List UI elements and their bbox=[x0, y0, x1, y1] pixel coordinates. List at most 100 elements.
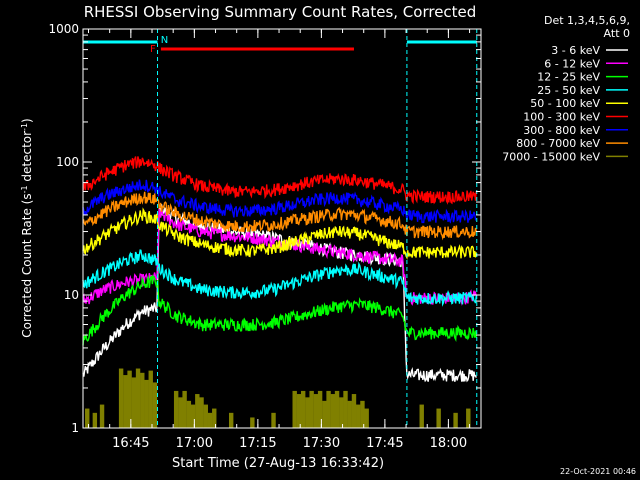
series-bar bbox=[173, 390, 179, 428]
footer-date: 22-Oct-2021 00:46 bbox=[560, 467, 636, 476]
series-bar bbox=[419, 404, 424, 428]
series-layer bbox=[82, 156, 477, 428]
series-6 bbox=[82, 179, 477, 224]
x-axis-label: Start Time (27-Aug-13 16:33:42) bbox=[172, 456, 384, 471]
series-bar bbox=[186, 400, 192, 428]
series-bar bbox=[99, 404, 105, 428]
series-bar bbox=[364, 408, 369, 428]
series-2 bbox=[82, 274, 477, 346]
series-line bbox=[82, 156, 477, 205]
series-bar bbox=[135, 368, 141, 428]
legend-label: 100 - 300 keV bbox=[523, 111, 600, 124]
series-bar bbox=[271, 412, 276, 428]
x-tick-label: 17:00 bbox=[176, 436, 213, 451]
series-line bbox=[82, 274, 477, 346]
x-tick-label: 17:30 bbox=[303, 436, 340, 451]
series-bar bbox=[182, 390, 187, 428]
x-tick-label: 16:45 bbox=[112, 436, 149, 451]
series-bar bbox=[356, 404, 361, 428]
series-bar bbox=[85, 408, 90, 428]
series-8 bbox=[85, 368, 471, 428]
legend-label: 300 - 800 keV bbox=[523, 124, 600, 137]
series-bar bbox=[148, 370, 153, 428]
series-bar bbox=[92, 412, 98, 428]
series-bar bbox=[250, 417, 255, 428]
series-7 bbox=[82, 191, 477, 241]
y-tick-label: 1000 bbox=[48, 22, 79, 36]
series-3 bbox=[82, 249, 477, 307]
series-bar bbox=[292, 390, 297, 428]
series-bar bbox=[330, 394, 336, 428]
series-bar bbox=[140, 372, 145, 428]
series-bar bbox=[466, 408, 471, 428]
legend-label: 7000 - 15000 keV bbox=[502, 150, 600, 163]
series-bar bbox=[178, 397, 183, 428]
series-bar bbox=[453, 412, 458, 428]
y-tick-label: 1 bbox=[71, 421, 79, 435]
y-axis-label-main: Corrected Count Rate (s bbox=[20, 193, 34, 337]
y-tick-label: 10 bbox=[64, 288, 79, 302]
plot-frame bbox=[82, 28, 482, 429]
flag-label: N bbox=[161, 35, 168, 46]
legend-title-line-2: Att 0 bbox=[604, 27, 630, 40]
series-bar bbox=[343, 390, 348, 428]
series-bar bbox=[131, 377, 137, 428]
series-bar bbox=[360, 400, 365, 428]
x-tick-label: 17:45 bbox=[366, 436, 403, 451]
series-bar bbox=[118, 368, 124, 428]
legend-label: 6 - 12 keV bbox=[544, 57, 600, 70]
x-tick-label: 17:15 bbox=[239, 436, 276, 451]
series-bar bbox=[127, 370, 132, 428]
y-axis-label-mid: detector bbox=[20, 131, 34, 186]
series-4 bbox=[82, 207, 477, 260]
series-line bbox=[82, 207, 477, 260]
series-0 bbox=[82, 204, 477, 383]
series-bar bbox=[317, 390, 323, 428]
flag-layer: NF bbox=[83, 29, 478, 428]
chart-title: RHESSI Observing Summary Count Rates, Co… bbox=[84, 3, 477, 21]
series-line bbox=[82, 179, 477, 224]
series-line bbox=[82, 204, 477, 383]
series-bar bbox=[212, 408, 217, 428]
legend-label: 25 - 50 keV bbox=[537, 84, 600, 97]
y-axis-label-sup-1: -1 bbox=[20, 185, 29, 193]
y-tick-label: 100 bbox=[56, 155, 79, 169]
series-bar bbox=[152, 382, 158, 428]
series-bar bbox=[207, 412, 213, 428]
legend-label: 50 - 100 keV bbox=[530, 97, 600, 110]
series-line bbox=[82, 249, 477, 307]
series-bar bbox=[347, 400, 352, 428]
series-bar bbox=[195, 394, 200, 428]
series-bar bbox=[322, 400, 327, 428]
series-bar bbox=[199, 397, 204, 428]
series-bar bbox=[334, 390, 340, 428]
series-bar bbox=[300, 390, 306, 428]
series-bar bbox=[351, 394, 357, 428]
legend-label: 3 - 6 keV bbox=[551, 44, 600, 57]
series-bar bbox=[123, 375, 128, 428]
series-bar bbox=[203, 404, 208, 428]
series-bar bbox=[326, 390, 331, 428]
y-axis-label-sup-2: -1 bbox=[20, 123, 29, 131]
series-bar bbox=[228, 412, 234, 428]
series-bar bbox=[313, 394, 319, 428]
series-bar bbox=[296, 394, 302, 428]
series-bar bbox=[305, 397, 310, 428]
series-bar bbox=[436, 408, 441, 428]
flag-label: F bbox=[150, 44, 156, 55]
series-bar bbox=[144, 379, 149, 428]
legend-title-line-1: Det 1,3,4,5,6,9, bbox=[544, 14, 630, 27]
series-bar bbox=[309, 390, 314, 428]
legend-label: 12 - 25 keV bbox=[537, 71, 600, 84]
series-bar bbox=[339, 397, 344, 428]
series-line bbox=[82, 191, 477, 241]
series-5 bbox=[82, 156, 477, 205]
series-bar bbox=[190, 404, 196, 428]
axes-layer: 1 10 100 1000 16:45 17:00 17:15 17:30 17:45 18:00 bbox=[48, 22, 482, 451]
y-axis-label: Corrected Count Rate (s-1 detector-1) bbox=[20, 118, 34, 337]
x-tick-label: 18:00 bbox=[430, 436, 467, 451]
y-axis-label-end: ) bbox=[20, 118, 34, 123]
legend-label: 800 - 7000 keV bbox=[516, 137, 600, 150]
